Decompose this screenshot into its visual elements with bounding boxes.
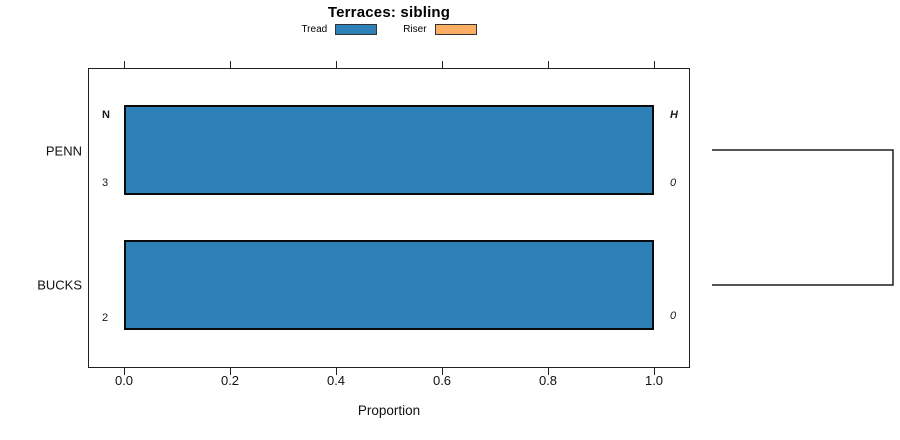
x-tick-label: 0.8 xyxy=(538,373,558,388)
annotation-h-header: H xyxy=(670,109,678,121)
annotation-h-value-bucks: 0 xyxy=(669,310,677,322)
x-tick-label: 0.0 xyxy=(114,373,134,388)
annotation-n-header: N xyxy=(102,109,110,121)
x-axis-title: Proportion xyxy=(357,403,421,418)
x-axis-tick xyxy=(229,368,231,375)
legend: Tread Riser xyxy=(88,24,690,35)
x-axis-tick xyxy=(653,368,655,375)
legend-item-riser: Riser xyxy=(403,24,477,35)
x-tick-label: 0.4 xyxy=(326,373,346,388)
x-axis-tick xyxy=(547,368,549,375)
x-axis-tick xyxy=(123,61,125,68)
x-axis-tick xyxy=(547,61,549,68)
category-label-bucks: BUCKS xyxy=(37,277,82,293)
category-label-penn: PENN xyxy=(45,143,82,159)
bar-tread-penn xyxy=(124,105,654,195)
x-axis-tick xyxy=(335,368,337,375)
bar-tread-bucks xyxy=(124,240,654,330)
annotation-h-value-penn: 0 xyxy=(669,177,677,189)
x-axis-tick xyxy=(441,368,443,375)
x-tick-label: 0.2 xyxy=(220,373,240,388)
x-axis-tick xyxy=(229,61,231,68)
annotation-n-value-bucks: 2 xyxy=(101,312,109,324)
x-axis-tick xyxy=(653,61,655,68)
legend-label-riser: Riser xyxy=(403,24,427,35)
riser-swatch xyxy=(434,24,477,35)
x-tick-label: 0.6 xyxy=(432,373,452,388)
x-axis-tick xyxy=(123,368,125,375)
legend-label-tread: Tread xyxy=(301,24,328,35)
tread-swatch xyxy=(335,24,378,35)
x-axis-tick xyxy=(335,61,337,68)
x-axis-tick xyxy=(441,61,443,68)
chart-title: Terraces: sibling xyxy=(327,4,451,21)
legend-item-tread: Tread xyxy=(301,24,378,35)
x-tick-label: 1.0 xyxy=(644,373,664,388)
annotation-n-value-penn: 3 xyxy=(101,177,109,189)
